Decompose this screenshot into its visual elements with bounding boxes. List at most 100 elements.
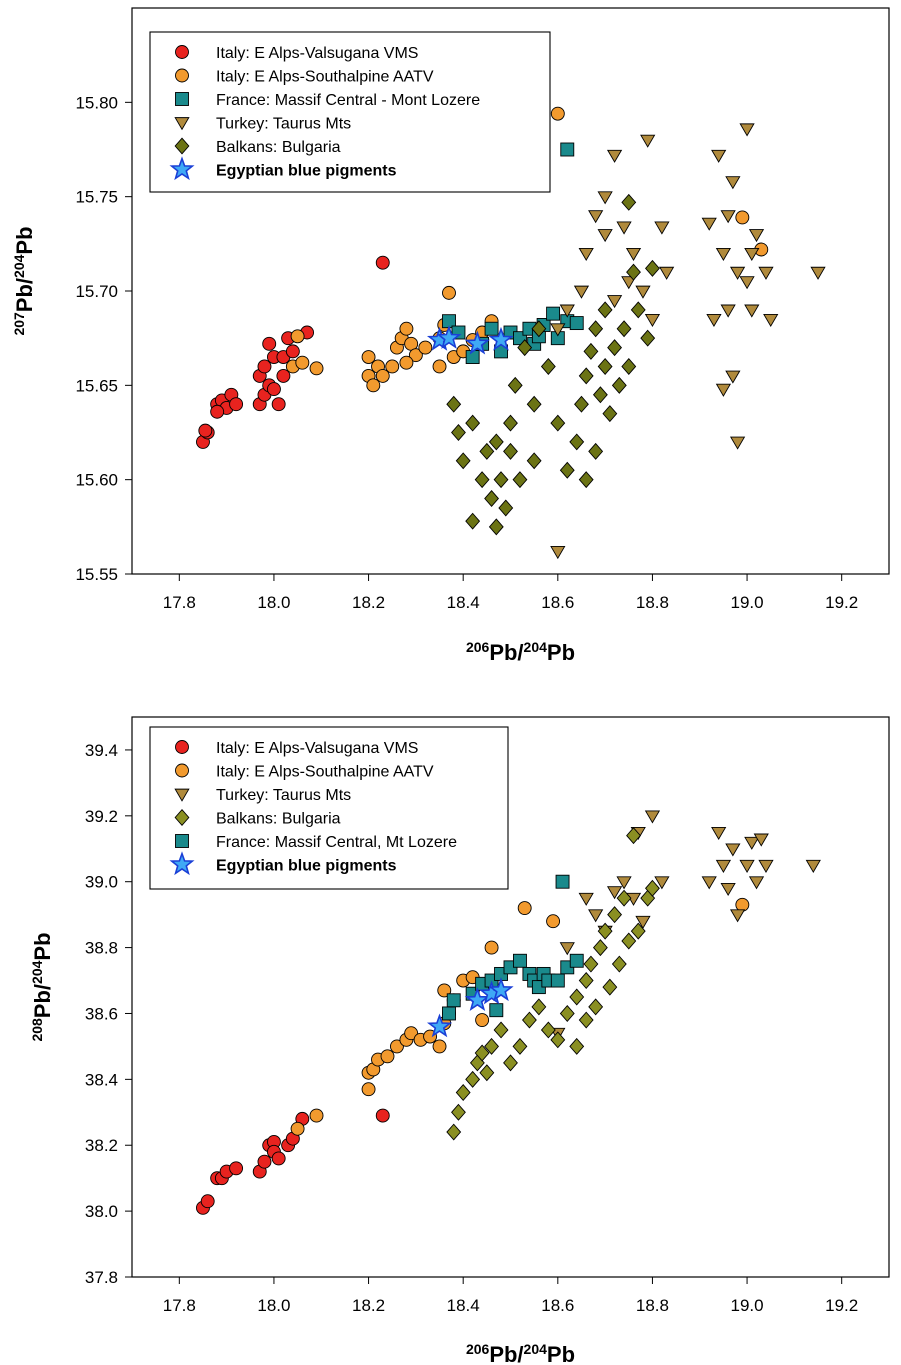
data-point-star xyxy=(488,977,514,1002)
axis-label-superscript: 208 xyxy=(29,1018,45,1042)
data-point-circle xyxy=(266,382,281,397)
legend-marker xyxy=(175,68,189,83)
data-point-diamond xyxy=(607,906,623,924)
x-tick-label: 18.0 xyxy=(257,1296,290,1315)
data-point-triangle-down xyxy=(616,876,632,890)
data-point-diamond xyxy=(484,1037,499,1055)
data-point-diamond xyxy=(597,357,613,375)
data-point-circle xyxy=(285,344,300,359)
data-point-diamond xyxy=(621,357,637,375)
legend-marker xyxy=(175,740,189,754)
data-point-circle xyxy=(276,368,291,383)
data-point-square xyxy=(513,953,527,968)
data-point-circle xyxy=(375,368,390,383)
data-point-circle xyxy=(404,1026,419,1041)
data-point-diamond xyxy=(630,922,646,940)
axis-label-text: Pb xyxy=(12,226,37,254)
data-point-diamond xyxy=(574,395,589,413)
legend-box xyxy=(149,726,509,890)
data-point-circle xyxy=(735,897,750,912)
x-tick-label: 18.0 xyxy=(257,593,290,612)
data-point-triangle-down xyxy=(640,134,656,148)
data-point-triangle-down xyxy=(659,266,675,280)
data-point-diamond xyxy=(630,301,646,319)
x-tick-label: 18.2 xyxy=(352,1296,385,1315)
data-point-triangle-down xyxy=(654,221,670,235)
data-point-triangle-down xyxy=(729,266,746,280)
legend-label: Turkey: Taurus Mts xyxy=(216,116,351,133)
x-tick-label: 18.4 xyxy=(447,593,480,612)
data-point-triangle-down xyxy=(578,892,594,906)
data-point-triangle-down xyxy=(720,210,736,224)
axis-label-superscript: 204 xyxy=(524,639,548,655)
data-point-diamond xyxy=(616,889,632,907)
data-point-triangle-down xyxy=(744,304,760,318)
data-point-triangle-down xyxy=(588,210,604,224)
data-point-square xyxy=(446,993,461,1008)
data-point-square xyxy=(442,1006,456,1021)
data-point-diamond xyxy=(569,1037,585,1055)
legend-label: Italy: E Alps-Southalpine AATV xyxy=(216,764,434,781)
legend-label: Italy: E Alps-Southalpine AATV xyxy=(216,69,434,86)
series-balkans-bulgaria xyxy=(446,193,660,536)
data-point-triangle-down xyxy=(621,276,637,290)
data-point-diamond xyxy=(474,471,490,489)
data-point-diamond xyxy=(503,414,518,432)
axis-label-superscript: 206 xyxy=(466,1341,490,1357)
data-point-diamond xyxy=(640,329,656,347)
x-tick-label: 19.2 xyxy=(825,1296,858,1315)
legend-label: Egyptian blue pigments xyxy=(216,858,397,875)
data-point-square xyxy=(550,973,565,988)
y-tick-label: 37.8 xyxy=(85,1268,118,1287)
y-tick-label: 15.75 xyxy=(75,188,118,207)
data-point-circle xyxy=(432,1039,447,1054)
data-point-circle xyxy=(210,404,225,419)
data-point-diamond xyxy=(578,972,594,990)
data-point-triangle-down xyxy=(725,370,741,384)
axis-label-text: Pb/ xyxy=(489,640,523,665)
data-point-diamond xyxy=(588,998,604,1016)
data-point-circle xyxy=(361,350,376,364)
data-point-diamond xyxy=(621,193,637,211)
data-point-diamond xyxy=(597,301,613,319)
data-point-circle xyxy=(390,1039,404,1054)
data-point-circle xyxy=(399,321,414,336)
data-point-diamond xyxy=(583,955,599,973)
data-point-diamond xyxy=(526,395,542,413)
axis-label-text: Pb/ xyxy=(12,278,37,312)
legend-label: Balkans: Bulgaria xyxy=(216,811,341,828)
x-axis-label: 206Pb/204Pb xyxy=(466,1341,575,1365)
y-tick-label: 38.2 xyxy=(85,1136,118,1155)
data-point-diamond xyxy=(569,433,585,451)
data-point-triangle-down xyxy=(763,313,779,328)
data-point-triangle-down xyxy=(559,304,575,318)
data-point-diamond xyxy=(602,978,618,996)
data-point-diamond xyxy=(498,499,514,517)
data-point-diamond xyxy=(451,1103,466,1121)
data-point-circle xyxy=(484,940,499,955)
data-point-diamond xyxy=(479,1064,495,1082)
data-point-diamond xyxy=(626,827,641,845)
data-point-diamond xyxy=(512,471,528,489)
x-tick-label: 19.0 xyxy=(731,593,764,612)
data-point-triangle-down xyxy=(739,859,755,873)
data-point-triangle-down xyxy=(711,149,727,163)
data-point-circle xyxy=(309,361,324,376)
series-france-massif-central-mont-lozere xyxy=(442,142,584,364)
data-point-triangle-down xyxy=(706,313,722,328)
data-point-circle xyxy=(271,1151,286,1166)
legend-label: Turkey: Taurus Mts xyxy=(216,787,351,804)
data-point-diamond xyxy=(531,320,547,338)
x-tick-label: 17.8 xyxy=(163,593,196,612)
x-tick-label: 18.6 xyxy=(541,1296,574,1315)
data-point-triangle-down xyxy=(810,266,826,280)
data-point-triangle-down xyxy=(748,876,765,890)
data-point-triangle-down xyxy=(739,123,755,137)
data-point-triangle-down xyxy=(644,313,661,328)
y-tick-label: 38.6 xyxy=(85,1004,118,1023)
axis-label-text: Pb xyxy=(547,1342,575,1365)
data-point-diamond xyxy=(526,452,542,470)
legend-label: Egyptian blue pigments xyxy=(216,163,397,180)
data-point-square xyxy=(489,1003,504,1018)
data-point-triangle-down xyxy=(729,909,746,923)
